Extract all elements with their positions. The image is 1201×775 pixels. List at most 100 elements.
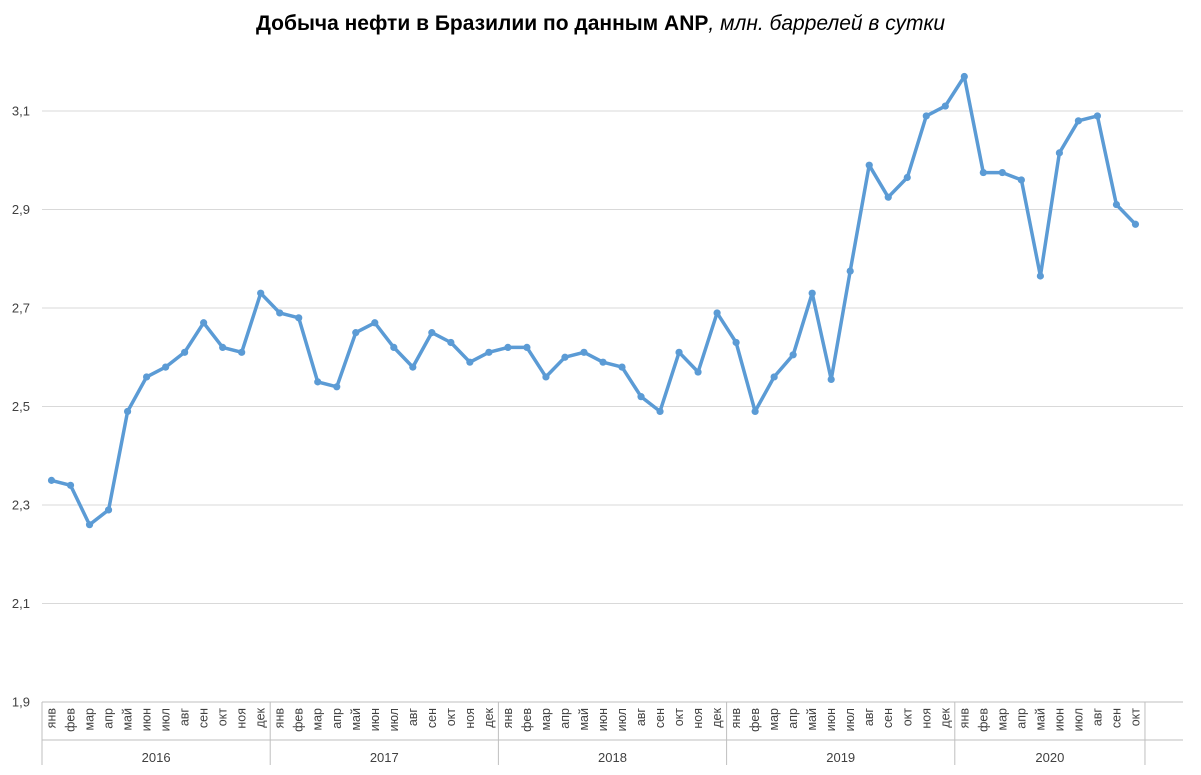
data-point [827,375,835,384]
data-point [1017,176,1025,184]
data-point [561,353,569,361]
data-point [1036,272,1044,280]
month-tick-label: ноя [691,708,705,729]
chart-title-main: Добыча нефти в Бразилии по данным ANP [255,12,709,35]
month-tick-label: сен [425,708,439,728]
month-tick-label: окт [216,708,230,727]
month-tick-label: окт [1128,708,1142,727]
data-point [181,348,189,356]
month-tick-label: янв [729,708,743,729]
data-point [123,407,132,416]
year-label: 2020 [1035,750,1064,765]
month-tick-label: янв [501,708,515,729]
month-tick-label: янв [957,708,971,729]
month-tick-label: ноя [463,708,477,729]
data-point [295,314,303,322]
y-tick-label: 3,1 [12,104,30,119]
month-tick-label: фев [520,708,534,732]
month-tick-label: авг [634,708,648,727]
data-point [238,348,246,356]
data-point [257,289,265,297]
month-tick-label: июн [140,708,154,731]
data-point [485,348,493,356]
data-point [409,363,417,371]
month-tick-label: мар [767,708,781,731]
data-point [447,338,455,347]
y-tick-label: 2,9 [12,202,30,217]
data-point [142,373,151,381]
year-label: 2016 [142,750,171,765]
year-label: 2019 [826,750,855,765]
oil-production-series [47,72,1140,529]
month-tick-label: окт [900,708,914,727]
data-point [941,102,949,110]
month-tick-label: июн [1052,708,1066,731]
data-point [466,358,474,366]
month-tick-label: май [349,708,363,731]
month-tick-label: июн [596,708,610,731]
month-tick-label: окт [672,708,686,727]
month-tick-label: дек [938,707,952,727]
data-point [1131,220,1140,228]
month-tick-label: авг [862,708,876,727]
data-point [1055,149,1063,157]
data-point [333,383,341,391]
month-tick-label: май [1033,708,1047,731]
data-point [713,309,721,317]
month-tick-label: фев [976,708,990,732]
data-point [998,168,1006,177]
data-point [656,407,664,416]
y-axis-labels: 1,9 2,1 2,3 2,5 2,7 2,9 3,1 [12,104,30,710]
month-tick-label: фев [292,708,306,732]
y-tick-label: 2,7 [12,301,30,316]
data-point [352,329,360,337]
month-tick-label: апр [558,708,572,729]
data-point [979,168,987,177]
data-point [751,407,759,416]
month-tick-label: ноя [919,708,933,729]
series-line [49,74,1138,527]
data-point [675,348,683,356]
data-point [922,112,930,120]
data-point [789,351,797,359]
data-point [162,363,170,371]
data-point [85,521,94,529]
month-tick-label: дек [254,707,268,727]
data-point [200,319,208,327]
data-point [599,358,607,366]
month-tick-label: дек [482,707,496,727]
month-tick-label: мар [83,708,97,731]
month-tick-label: сен [197,708,211,728]
month-tick-label: май [121,708,135,731]
y-tick-label: 2,3 [12,498,30,513]
month-tick-label: июн [368,708,382,731]
month-tick-label: апр [330,708,344,729]
month-tick-label: окт [444,708,458,727]
data-point [884,193,892,201]
data-point [66,481,75,489]
data-point [104,506,113,514]
month-tick-label: апр [1014,708,1028,729]
year-label: 2018 [598,750,627,765]
month-tick-label: сен [881,708,895,728]
data-point [523,343,531,351]
month-tick-label: мар [539,708,553,731]
data-point [846,267,854,275]
y-tick-label: 2,5 [12,399,30,414]
month-tick-label: янв [45,708,59,729]
data-point [47,476,56,484]
month-tick-label: июн [824,708,838,731]
data-point [542,373,550,381]
data-point [694,368,702,376]
data-point [390,343,398,351]
y-tick-label: 1,9 [12,695,30,710]
month-tick-label: июл [159,708,173,731]
data-point [618,363,626,371]
data-point [637,393,645,401]
month-tick-label: мар [311,708,325,731]
data-point [1093,112,1102,120]
data-point [219,343,227,351]
data-point [428,329,436,337]
